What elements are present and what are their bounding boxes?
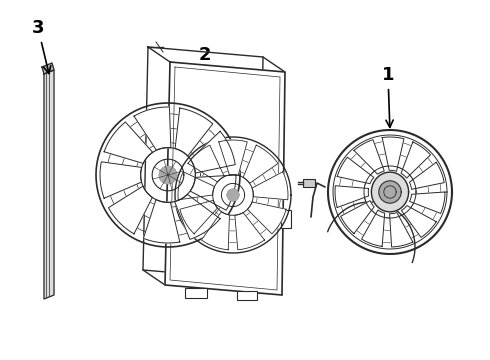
Polygon shape (191, 131, 235, 173)
Polygon shape (252, 172, 288, 200)
Bar (237, 291, 257, 300)
Text: 3: 3 (32, 19, 51, 73)
Polygon shape (108, 186, 152, 234)
Polygon shape (42, 63, 54, 74)
Polygon shape (180, 200, 218, 234)
Polygon shape (100, 162, 142, 198)
Polygon shape (143, 47, 263, 280)
Polygon shape (174, 194, 220, 239)
Polygon shape (134, 107, 171, 150)
Polygon shape (175, 108, 213, 156)
Polygon shape (247, 202, 286, 234)
Polygon shape (44, 70, 54, 299)
Polygon shape (201, 212, 229, 250)
Text: 2: 2 (199, 46, 213, 111)
Polygon shape (227, 189, 239, 201)
Polygon shape (335, 186, 368, 207)
Polygon shape (379, 181, 401, 203)
Polygon shape (371, 172, 409, 212)
Polygon shape (362, 210, 385, 247)
Polygon shape (188, 145, 224, 182)
Polygon shape (104, 122, 153, 163)
Polygon shape (354, 140, 384, 174)
Polygon shape (243, 145, 278, 183)
Polygon shape (337, 157, 374, 184)
Polygon shape (235, 213, 265, 250)
Polygon shape (409, 162, 444, 189)
Polygon shape (159, 166, 176, 184)
Bar (303, 179, 315, 187)
Polygon shape (178, 172, 215, 200)
Text: 1: 1 (382, 66, 394, 127)
Polygon shape (410, 192, 445, 213)
Polygon shape (219, 140, 247, 175)
Polygon shape (165, 62, 285, 295)
Polygon shape (190, 175, 236, 210)
Polygon shape (401, 142, 431, 178)
Bar (185, 288, 207, 298)
Polygon shape (390, 212, 413, 247)
Bar (281, 210, 291, 228)
Polygon shape (144, 199, 180, 243)
Polygon shape (341, 201, 374, 234)
Polygon shape (401, 206, 436, 237)
Polygon shape (382, 137, 404, 171)
